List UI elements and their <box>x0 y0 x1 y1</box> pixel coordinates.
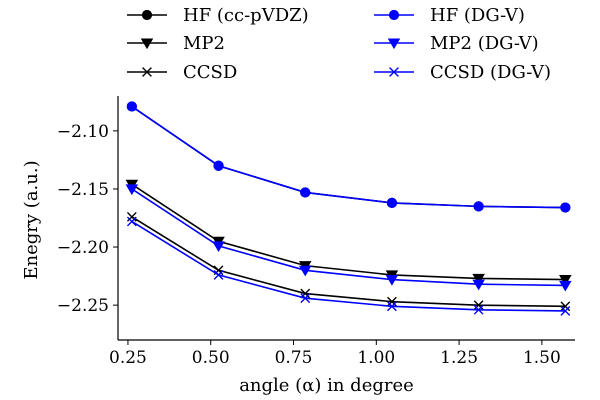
legend: HF (cc-pVDZ) MP2 CCSD HF (DG-V) MP2 (DG-V) CC… <box>127 5 551 83</box>
data-point <box>213 160 224 171</box>
series-hf-cc-pvdz <box>126 101 571 213</box>
legend-label: CCSD <box>183 62 237 83</box>
data-point <box>126 216 137 227</box>
series-line <box>131 105 566 209</box>
plot-series <box>125 101 572 316</box>
data-point <box>212 241 225 253</box>
legend-label: CCSD (DG-V) <box>430 62 551 83</box>
series-line <box>131 105 566 209</box>
series-ccsd-dg-v <box>126 216 571 316</box>
data-point <box>473 304 484 315</box>
data-point <box>126 101 137 112</box>
y-tick-label: −2.15 <box>57 180 109 200</box>
data-point <box>560 306 571 316</box>
data-point <box>386 197 398 208</box>
data-point <box>300 288 311 299</box>
x-ticks: 0.25 0.50 0.75 1.00 1.25 1.50 <box>109 340 561 368</box>
legend-item: CCSD <box>127 62 237 83</box>
legend-item: MP2 <box>127 33 225 54</box>
y-ticks: −2.10 −2.15 −2.20 −2.25 <box>57 122 118 316</box>
data-point <box>385 275 399 286</box>
legend-item: CCSD (DG-V) <box>374 62 551 83</box>
axes: 0.25 0.50 0.75 1.00 1.25 1.50 −2.10 −2.15 −2.20… <box>57 96 575 368</box>
series-line <box>131 183 566 281</box>
data-point <box>472 279 485 291</box>
x-tick-label: 1.50 <box>523 348 561 368</box>
x-tick-label: 0.75 <box>275 348 313 368</box>
y-tick-label: −2.25 <box>57 296 109 316</box>
data-point <box>472 273 485 285</box>
data-point <box>125 184 139 196</box>
data-point <box>126 211 137 222</box>
legend-label: MP2 (DG-V) <box>430 33 539 54</box>
legend-marker <box>141 9 153 21</box>
series-line <box>131 220 566 312</box>
series-ccsd <box>126 211 571 312</box>
legend-marker <box>140 38 154 50</box>
y-axis-label: Enegry (a.u.) <box>21 160 42 279</box>
legend-item: HF (cc-pVDZ) <box>127 5 309 26</box>
x-tick-label: 0.25 <box>109 348 147 368</box>
legend-label: MP2 <box>183 33 225 54</box>
data-point <box>560 202 571 213</box>
legend-item: HF (DG-V) <box>374 5 525 26</box>
data-point <box>387 301 397 312</box>
legend-marker <box>388 9 400 21</box>
legend-marker <box>142 67 152 77</box>
x-tick-label: 1.25 <box>440 348 478 368</box>
x-axis-label: angle (α) in degree <box>239 375 414 396</box>
legend-label: HF (cc-pVDZ) <box>183 5 309 26</box>
x-tick-label: 1.00 <box>357 348 395 368</box>
legend-item: MP2 (DG-V) <box>374 33 539 54</box>
data-point <box>473 201 484 212</box>
data-point <box>387 296 397 307</box>
series-mp2 <box>125 179 572 286</box>
data-point <box>559 275 572 286</box>
legend-label: HF (DG-V) <box>430 5 525 26</box>
data-point <box>300 187 311 198</box>
series-hf-dg-v <box>126 101 571 213</box>
data-point <box>300 293 311 304</box>
data-point <box>213 270 224 280</box>
data-point <box>559 280 572 292</box>
y-tick-label: −2.20 <box>57 238 109 258</box>
series-line <box>131 188 566 287</box>
data-point <box>298 265 312 277</box>
y-tick-label: −2.10 <box>57 122 109 142</box>
series-line <box>131 216 566 308</box>
data-point <box>560 301 571 312</box>
legend-marker <box>389 67 399 77</box>
legend-marker <box>387 38 401 50</box>
x-tick-label: 0.50 <box>192 348 230 368</box>
data-point <box>473 300 484 311</box>
series-mp2-dg-v <box>125 184 572 292</box>
